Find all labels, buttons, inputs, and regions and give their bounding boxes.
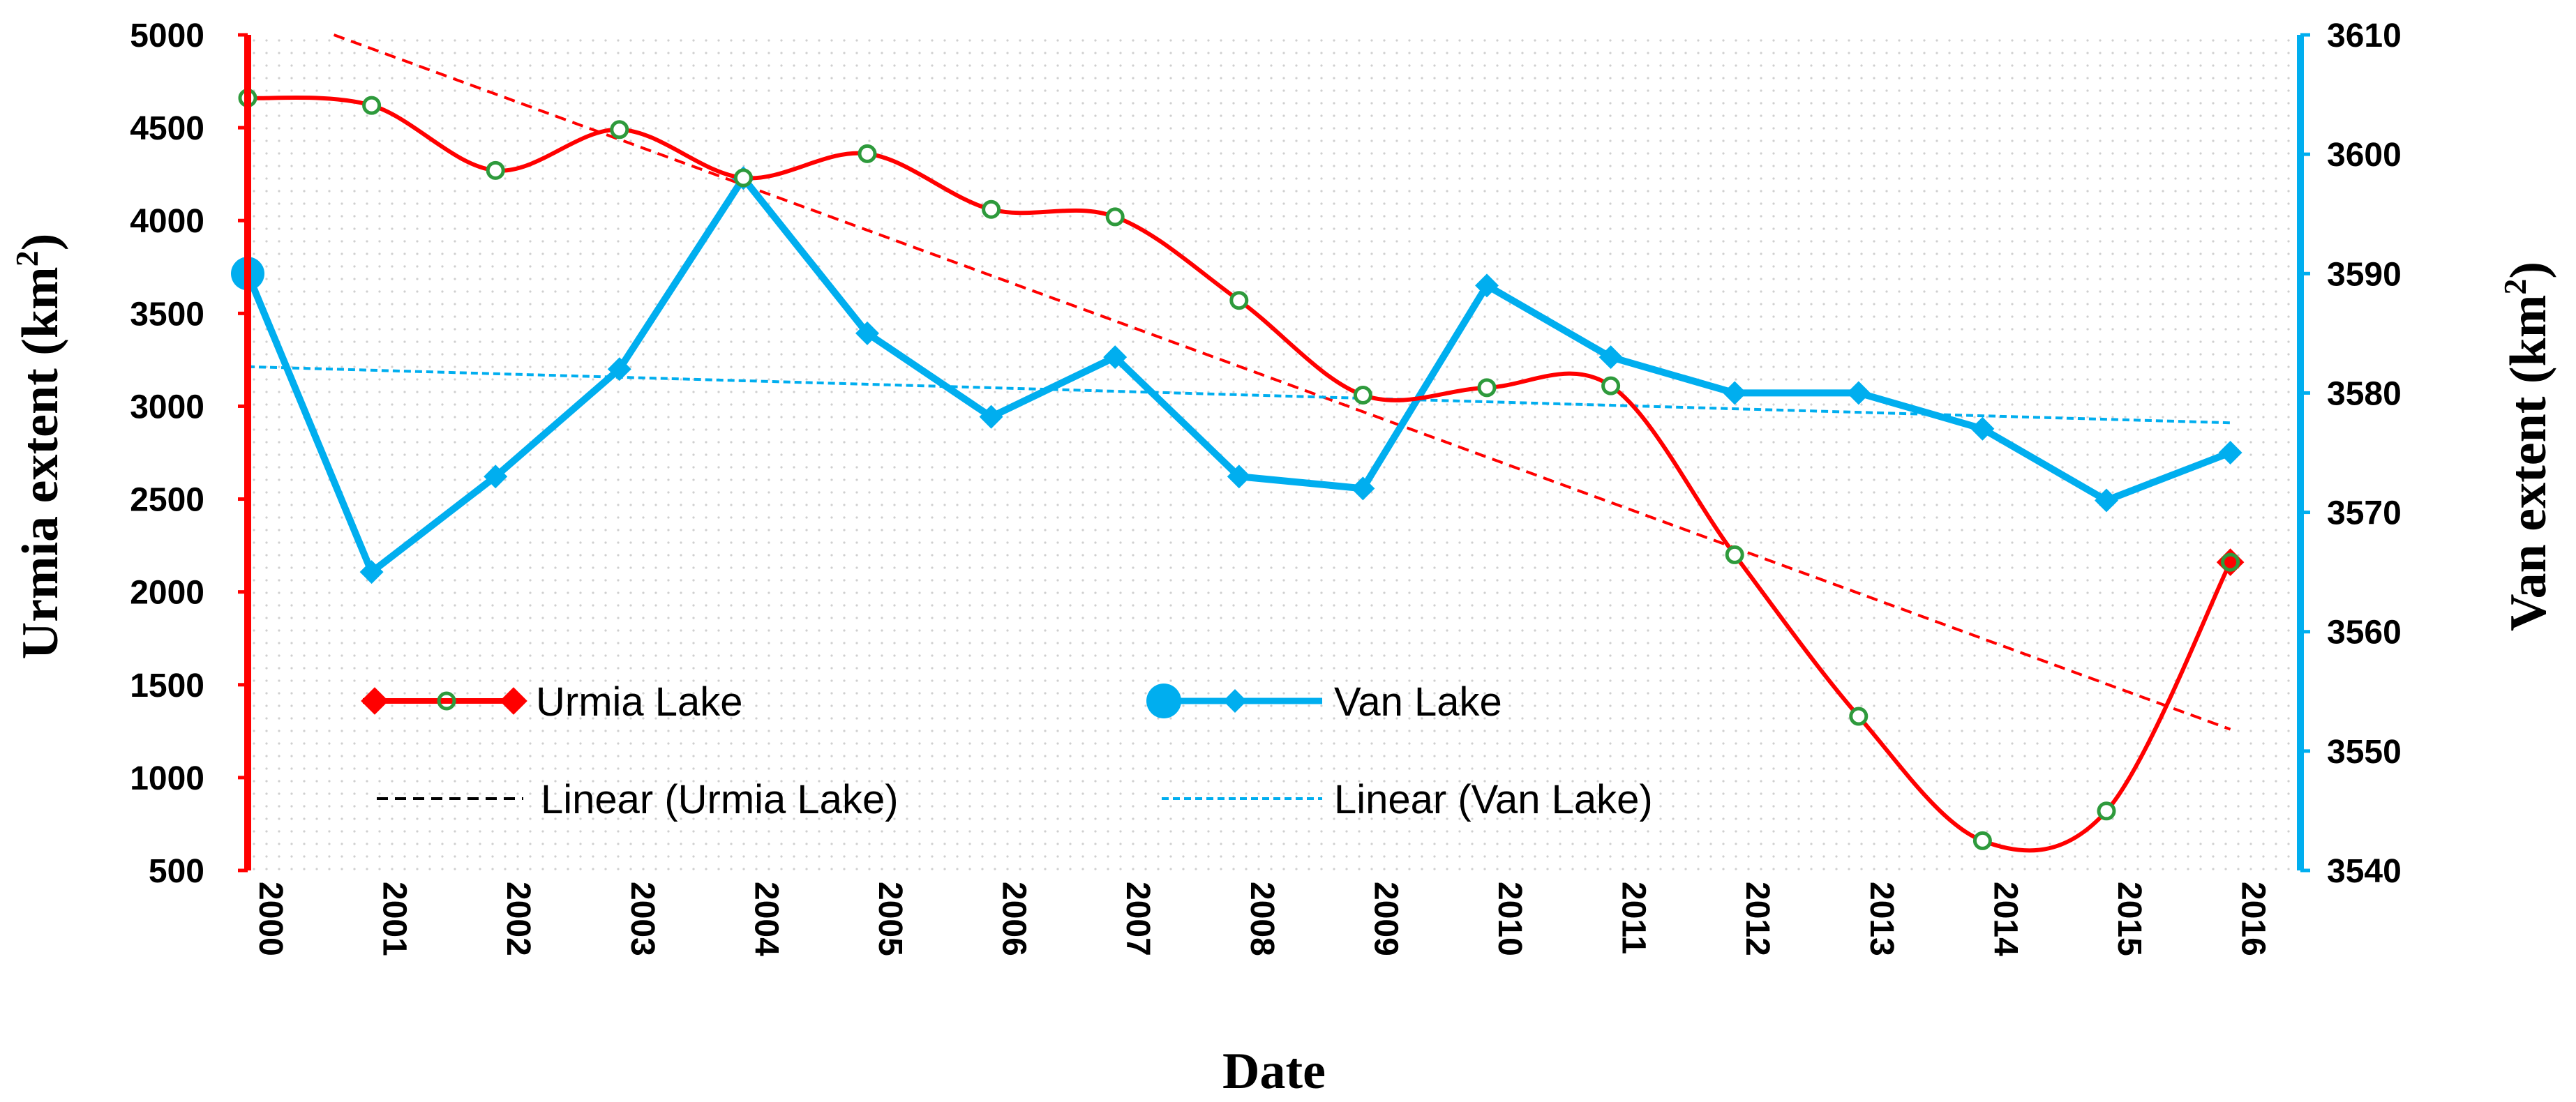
van-lake-point	[1351, 476, 1375, 501]
urmia-lake-point	[1972, 831, 1992, 850]
urmia-lake-point	[733, 168, 753, 188]
right-tick-label: 3590	[2327, 256, 2402, 293]
urmia-lake-point	[1477, 378, 1497, 398]
right-tick-label: 3570	[2327, 495, 2402, 532]
van-lake-point	[979, 405, 1003, 429]
urmia-lake-point	[1601, 376, 1621, 395]
trendline-urmia	[333, 33, 2231, 731]
legend-urmia-marker	[437, 691, 456, 711]
trendline-layer	[247, 33, 2231, 731]
x-tick-label: 2009	[1367, 882, 1404, 956]
van-lake-point	[484, 465, 508, 489]
x-tick-label: 2014	[1986, 882, 2023, 956]
right-tick-label: 3560	[2327, 614, 2402, 651]
x-tick-label: 2006	[996, 882, 1033, 956]
legend-van-diamond	[1223, 689, 1247, 713]
x-tick-label: 2016	[2235, 882, 2272, 956]
urmia-lake-point	[1725, 545, 1744, 564]
x-tick-label: 2005	[871, 882, 908, 956]
right-tick-label: 3610	[2327, 17, 2402, 54]
van-lake-point	[607, 357, 631, 382]
trendline-van	[247, 365, 2231, 425]
left-tick-label: 1500	[130, 667, 204, 704]
left-tick-label: 3000	[130, 388, 204, 425]
urmia-lake-point	[1849, 707, 1869, 726]
x-tick-label: 2015	[2111, 882, 2148, 956]
x-tick-label: 2001	[376, 882, 413, 956]
urmia-lake-point	[610, 120, 629, 139]
urmia-lake-point	[1353, 385, 1372, 405]
left-tick-label: 2000	[130, 575, 204, 612]
x-tick-label: 2004	[747, 882, 784, 956]
legend-van-big-marker	[1146, 684, 1181, 718]
legend-urmia-diamond-left	[361, 687, 389, 715]
right-tick-label: 3550	[2327, 734, 2402, 771]
van-lake-point	[855, 321, 879, 345]
right-tick-label: 3540	[2327, 853, 2402, 890]
plot-area-background	[248, 35, 2300, 870]
right-tick-label: 3580	[2327, 375, 2402, 412]
urmia-lake-line	[247, 96, 2233, 853]
left-tick-label: 5000	[130, 17, 204, 54]
legend: Urmia Lake Van Lake Linear (Urmia Lake) …	[361, 679, 1653, 822]
van-lake-point	[359, 560, 384, 584]
left-tick-label: 3500	[130, 296, 204, 333]
x-axis-ticks: 2000 2001 2002 2003 2004 2005 2006 2007 2008 2009…	[252, 882, 2272, 956]
left-tick-label: 1000	[130, 760, 204, 797]
y-axis-right-title: Van extent (km2)	[2497, 262, 2557, 631]
legend-van-label: Van Lake	[1334, 679, 1502, 725]
x-tick-label: 2010	[1491, 882, 1528, 956]
y-axis-left-title: Urmia extent (km2)	[9, 234, 69, 660]
legend-urmia-diamond-right	[500, 687, 527, 715]
right-tick-label: 3600	[2327, 137, 2402, 174]
urmia-lake-point	[1229, 291, 1249, 310]
urmia-lake-point	[486, 160, 505, 180]
x-tick-label: 2000	[252, 882, 289, 956]
legend-urmia-trend-label: Linear (Urmia Lake)	[541, 777, 899, 822]
van-lake-point	[1227, 465, 1251, 489]
urmia-lake-point	[2097, 801, 2116, 821]
x-axis-title: Date	[1222, 1043, 1326, 1100]
urmia-lake-point	[858, 144, 877, 163]
x-tick-label: 2003	[624, 882, 661, 956]
x-tick-label: 2012	[1739, 882, 1776, 956]
x-tick-label: 2011	[1615, 882, 1652, 954]
urmia-lake-point	[982, 199, 1001, 219]
left-tick-label: 500	[149, 853, 204, 890]
urmia-lake-end-diamond	[2216, 548, 2245, 576]
urmia-lake-point	[362, 96, 382, 115]
x-tick-label: 2007	[1119, 882, 1156, 956]
urmia-lake-point	[1105, 207, 1125, 227]
left-tick-label: 4500	[130, 110, 204, 147]
left-tick-label: 4000	[130, 203, 204, 240]
urmia-lake-point	[2221, 552, 2240, 572]
legend-urmia-label: Urmia Lake	[536, 679, 743, 725]
legend-van-trend-label: Linear (Van Lake)	[1334, 777, 1653, 822]
right-axis-ticks: 3540 3550 3560 3570 3580 3590 3600 3610	[2300, 17, 2402, 890]
x-tick-label: 2002	[500, 882, 537, 956]
x-tick-label: 2008	[1243, 882, 1280, 956]
left-tick-label: 2500	[130, 482, 204, 519]
x-tick-label: 2013	[1863, 882, 1900, 956]
left-axis-ticks: 500 1000 1500 2000 2500 3000 3500 4000 4500 5000	[130, 17, 248, 890]
